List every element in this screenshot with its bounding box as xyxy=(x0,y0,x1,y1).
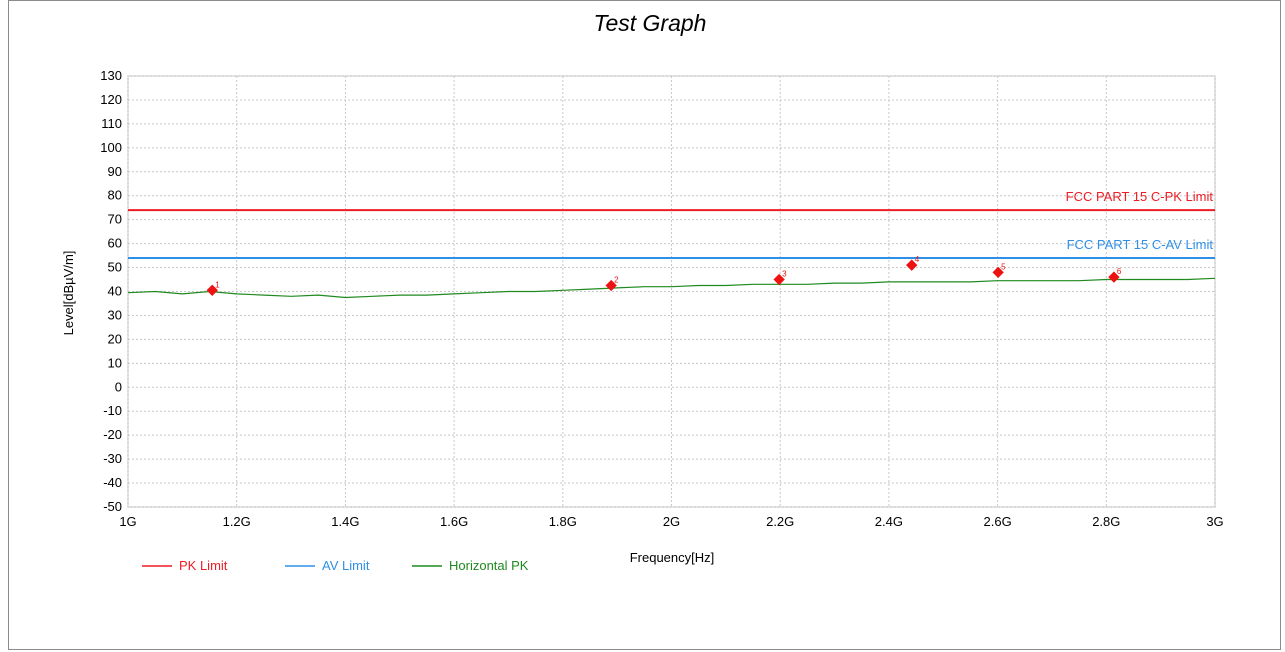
y-tick-label: 130 xyxy=(100,68,122,83)
av-limit-label: FCC PART 15 C-AV Limit xyxy=(1067,237,1214,252)
x-tick-labels: 1G 1.2G 1.4G 1.6G 1.8G 2G 2.2G 2.4G 2.6G 2.8G 3G xyxy=(119,514,1223,529)
y-tick-label: 10 xyxy=(108,355,122,370)
marker-label: 3 xyxy=(782,270,787,279)
legend-entry: AV Limit xyxy=(322,558,370,573)
horizontal-pk-line xyxy=(127,277,1216,299)
y-tick-label: 110 xyxy=(101,116,122,131)
y-tick-label: -20 xyxy=(103,427,122,442)
marker-diamond xyxy=(773,273,785,286)
x-tick-label: 1.4G xyxy=(331,514,359,529)
marker-label: 2 xyxy=(614,276,619,285)
y-tick-label: 100 xyxy=(100,140,122,155)
marker-label: 6 xyxy=(1117,267,1122,276)
grid xyxy=(127,75,1216,508)
y-tick-label: 20 xyxy=(108,331,122,346)
series-layer xyxy=(127,209,1216,299)
x-tick-label: 2.2G xyxy=(766,514,794,529)
y-tick-label: 90 xyxy=(108,164,122,179)
y-axis-label: Level[dBµV/m] xyxy=(61,251,76,336)
chart-title: Test Graph xyxy=(594,10,707,36)
marker-label: 5 xyxy=(1001,262,1006,271)
pk-limit-label: FCC PART 15 C-PK Limit xyxy=(1066,189,1214,204)
y-tick-label: -50 xyxy=(103,499,122,514)
y-tick-labels: 1301201101009080706050403020100-10-20-30… xyxy=(100,68,122,514)
y-tick-label: 80 xyxy=(108,188,122,203)
y-tick-label: 120 xyxy=(100,92,122,107)
x-tick-label: 1.2G xyxy=(223,514,251,529)
markers-layer: 1 2 3 4 5 6 xyxy=(206,255,1122,296)
legend-entry: Horizontal PK xyxy=(449,558,529,573)
x-tick-label: 3G xyxy=(1206,514,1223,529)
y-tick-label: 30 xyxy=(108,307,122,322)
chart-frame xyxy=(8,0,1281,650)
y-tick-label: 70 xyxy=(108,212,122,227)
x-tick-label: 1G xyxy=(119,514,136,529)
marker-diamond xyxy=(206,284,218,296)
marker-label: 1 xyxy=(215,280,220,289)
x-tick-label: 1.6G xyxy=(440,514,468,529)
x-tick-label: 1.8G xyxy=(549,514,577,529)
marker-label: 4 xyxy=(915,255,920,264)
x-tick-label: 2G xyxy=(663,514,680,529)
marker-diamond xyxy=(605,279,617,292)
marker-diamond xyxy=(992,266,1004,279)
x-tick-label: 2.6G xyxy=(984,514,1012,529)
y-tick-label: -40 xyxy=(103,475,122,490)
x-axis-label: Frequency[Hz] xyxy=(630,550,715,565)
y-tick-label: 40 xyxy=(108,284,122,299)
y-tick-label: 50 xyxy=(108,260,122,275)
y-tick-label: -10 xyxy=(103,403,122,418)
marker-diamond xyxy=(906,259,918,271)
legend: PK Limit AV Limit Horizontal PK xyxy=(142,558,529,573)
x-tick-label: 2.4G xyxy=(875,514,903,529)
limit-labels: FCC PART 15 C-PK Limit FCC PART 15 C-AV L… xyxy=(1066,189,1214,252)
y-tick-label: -30 xyxy=(103,451,122,466)
marker-diamond xyxy=(1108,271,1120,283)
x-tick-label: 2.8G xyxy=(1092,514,1120,529)
y-tick-label: 0 xyxy=(115,379,122,394)
y-tick-label: 60 xyxy=(108,236,122,251)
legend-entry: PK Limit xyxy=(179,558,228,573)
